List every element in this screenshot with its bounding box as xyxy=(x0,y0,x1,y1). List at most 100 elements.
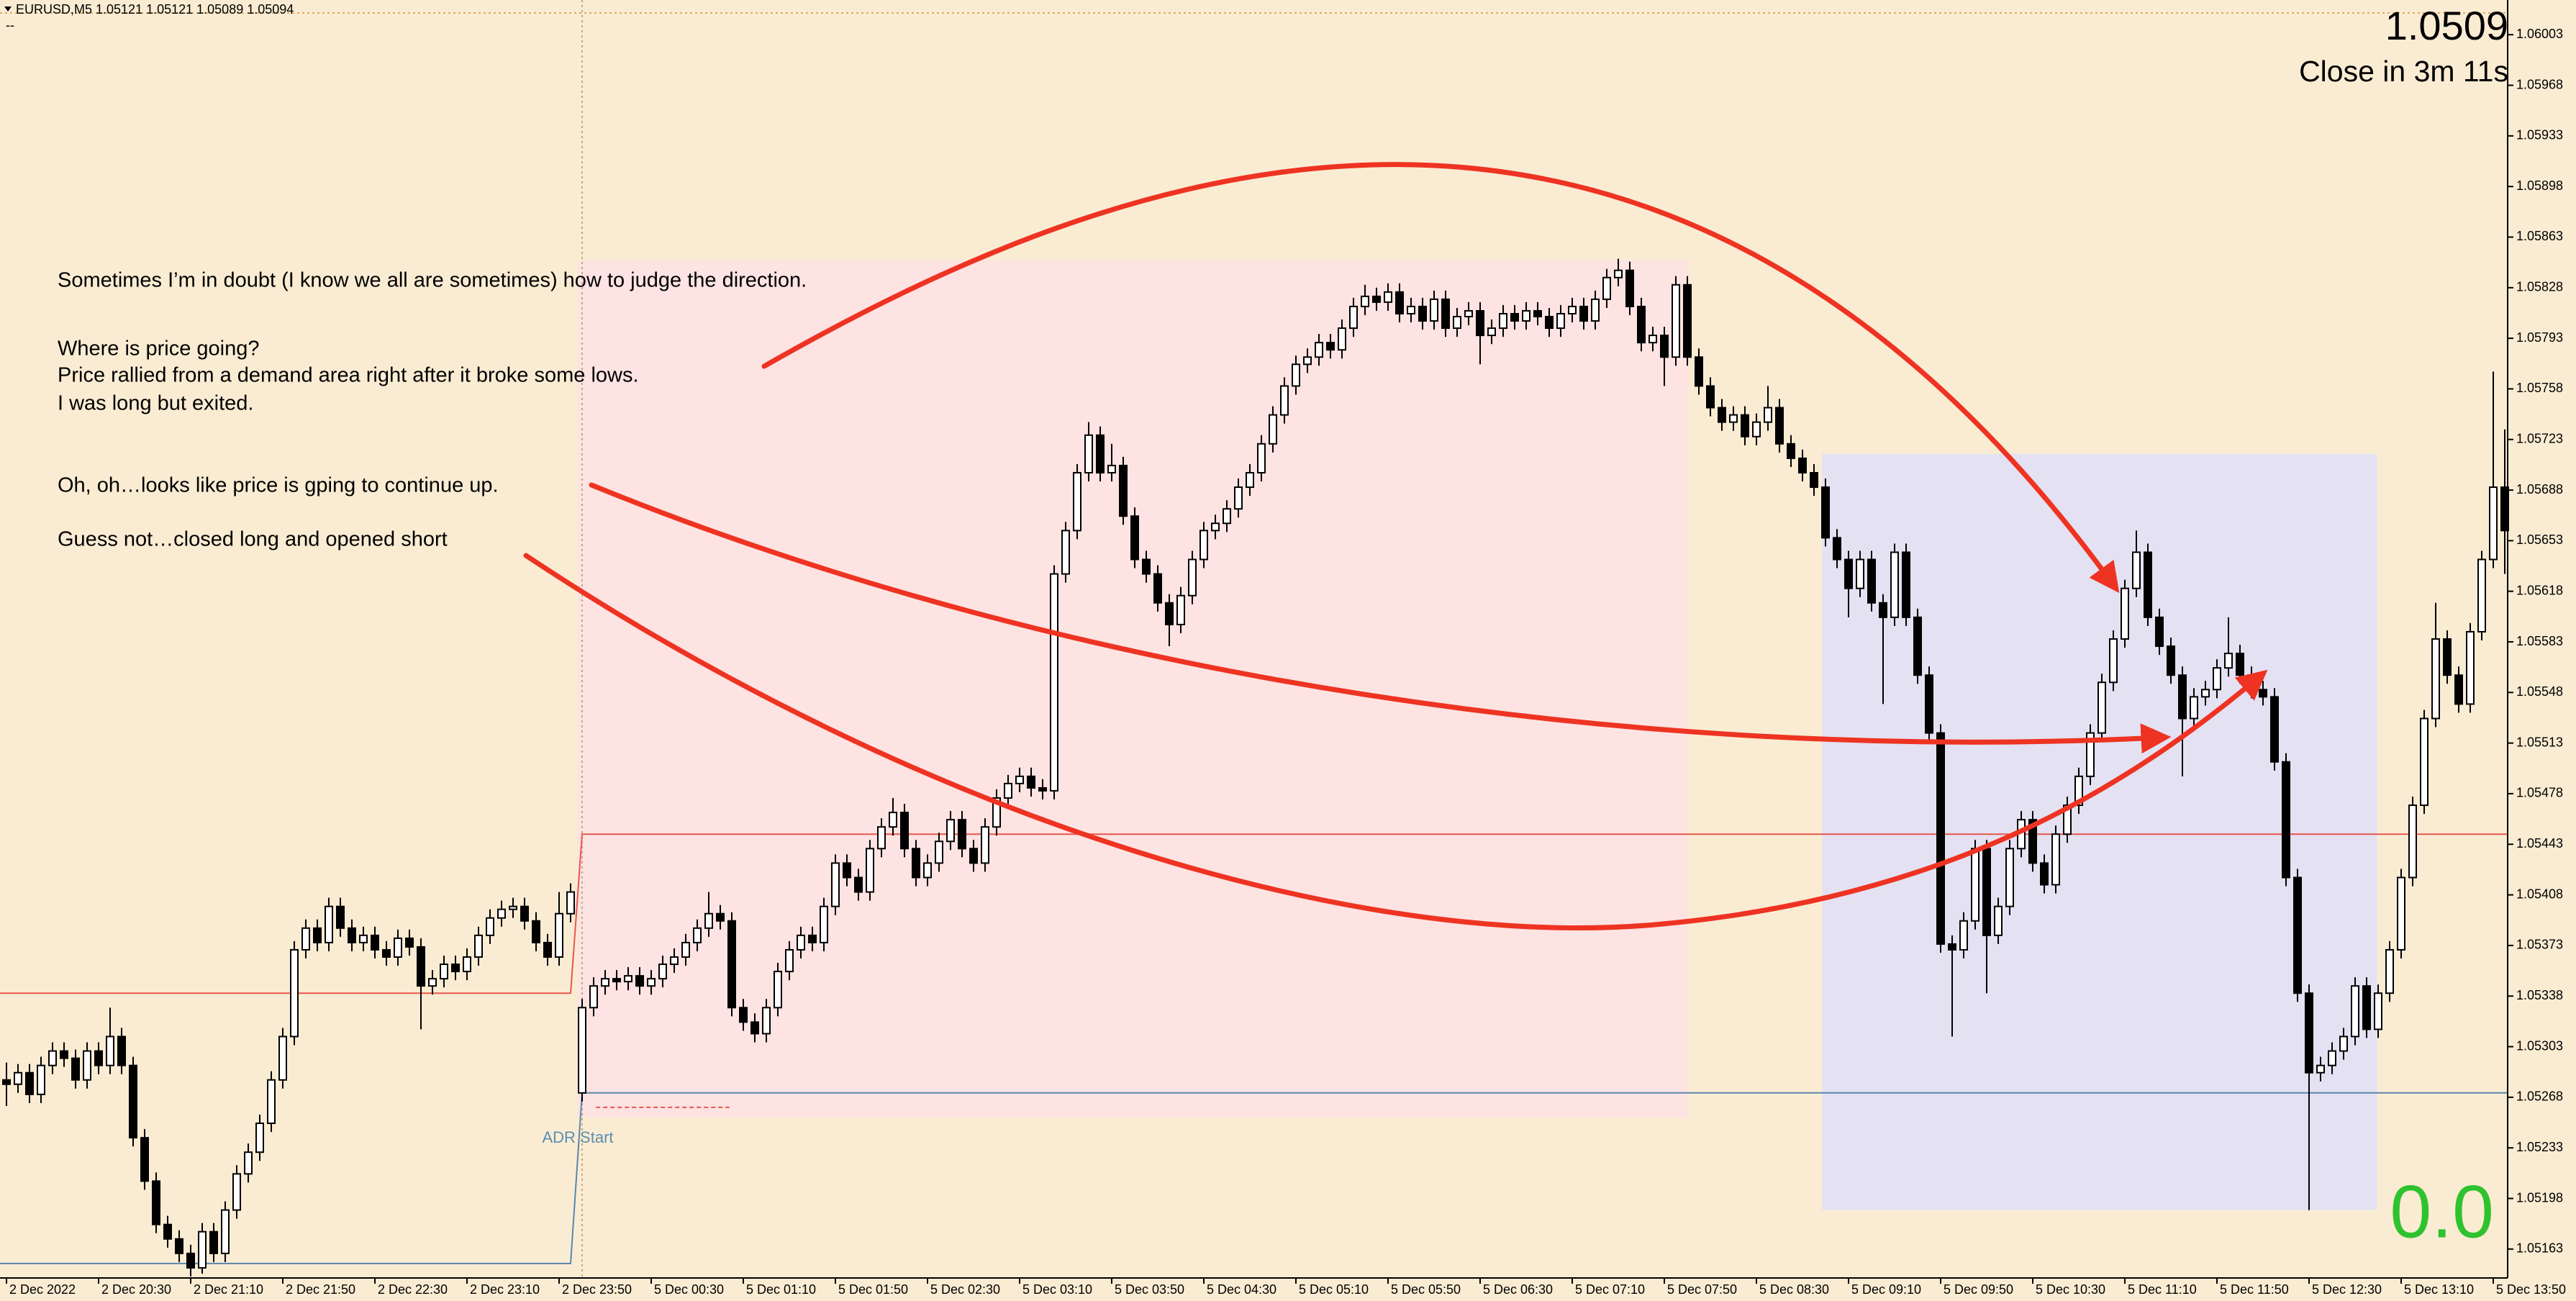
candle-body xyxy=(313,927,322,943)
candle-body xyxy=(1142,558,1151,575)
price-label: 1.0509 xyxy=(2385,3,2508,48)
candle-body xyxy=(2213,667,2221,691)
candle-body xyxy=(1407,305,1415,314)
candle-body xyxy=(1764,407,1772,423)
candle-body xyxy=(1936,732,1945,945)
candle-body xyxy=(762,1007,771,1035)
candle-body xyxy=(1867,558,1876,604)
candle-body xyxy=(1959,920,1968,951)
y-tick-label: 1.05548 xyxy=(2516,684,2563,699)
candle-body xyxy=(244,1151,253,1175)
candle-body xyxy=(739,1007,748,1023)
candle-body xyxy=(1453,315,1461,330)
candle-body xyxy=(601,978,609,987)
candle-body xyxy=(405,937,414,948)
candle-body xyxy=(486,917,494,936)
y-tick-label: 1.05688 xyxy=(2516,482,2563,497)
candle-body xyxy=(2316,1064,2325,1074)
x-tick-label: 5 Dec 11:10 xyxy=(2128,1282,2197,1297)
candle-body xyxy=(2477,558,2486,633)
candle-body xyxy=(566,891,575,915)
candle-body xyxy=(1948,943,1956,951)
x-tick-label: 5 Dec 10:30 xyxy=(2036,1282,2105,1297)
candle-body xyxy=(1430,298,1438,322)
candle-body xyxy=(589,985,598,1009)
y-tick-label: 1.05653 xyxy=(2516,532,2563,547)
candle-body xyxy=(624,975,632,983)
candle-body xyxy=(1556,312,1565,330)
x-tick-label: 2 Dec 21:10 xyxy=(194,1282,263,1297)
candle-body xyxy=(877,826,886,850)
candle-body xyxy=(348,927,356,943)
x-tick-label: 5 Dec 01:10 xyxy=(746,1282,816,1297)
y-tick-label: 1.05758 xyxy=(2516,381,2563,395)
candle-body xyxy=(1246,471,1254,489)
candle-body xyxy=(140,1137,149,1182)
x-tick-label: 5 Dec 00:30 xyxy=(654,1282,724,1297)
candle-body xyxy=(1395,291,1404,314)
y-tick-label: 1.05898 xyxy=(2516,178,2563,193)
candle-body xyxy=(1775,407,1784,445)
candle-body xyxy=(175,1238,183,1254)
candle-body xyxy=(1752,421,1761,438)
candle-body xyxy=(2454,674,2463,705)
candle-body xyxy=(1902,551,1910,618)
candle-body xyxy=(1614,269,1623,278)
x-tick-label: 2 Dec 21:50 xyxy=(286,1282,355,1297)
candle-body xyxy=(1821,486,1830,539)
candle-body xyxy=(670,956,679,966)
y-tick-label: 1.05338 xyxy=(2516,988,2563,1002)
candle-body xyxy=(1096,434,1105,473)
candle-body xyxy=(394,937,402,958)
candle-body xyxy=(1833,537,1841,561)
candle-body xyxy=(440,964,448,980)
candle-body xyxy=(1280,385,1289,416)
candle-body xyxy=(382,948,391,958)
candle-body xyxy=(1787,443,1795,459)
candle-body xyxy=(2443,638,2452,676)
candle-body xyxy=(693,927,702,943)
arrow xyxy=(589,482,2172,754)
candle-body xyxy=(981,826,989,864)
candle-body xyxy=(2351,985,2359,1038)
candle-body xyxy=(1971,848,1979,922)
candle-body xyxy=(2063,804,2072,835)
candle-body xyxy=(2282,761,2290,879)
candle-body xyxy=(1913,616,1922,676)
annotation: Price rallied from a demand area right a… xyxy=(58,364,639,387)
arrows xyxy=(523,162,2268,930)
candle-body xyxy=(2270,696,2279,763)
candle-body xyxy=(1441,298,1450,330)
candle-body xyxy=(854,876,863,893)
candle-body xyxy=(1107,464,1116,473)
candle-body xyxy=(1729,414,1738,423)
candle-body xyxy=(1660,335,1669,358)
candle-body xyxy=(1499,312,1507,330)
candle-body xyxy=(1798,457,1807,473)
candle-body xyxy=(1982,848,1991,936)
candle-body xyxy=(255,1123,264,1153)
y-tick-label: 1.06003 xyxy=(2516,27,2563,41)
candle-body xyxy=(831,862,840,907)
arrow xyxy=(523,553,2268,930)
candle-body xyxy=(1464,309,1473,317)
candle-body xyxy=(163,1223,172,1240)
y-tick-label: 1.05198 xyxy=(2516,1190,2563,1205)
y-tick-label: 1.05723 xyxy=(2516,432,2563,446)
candle-body xyxy=(866,848,874,893)
candle-body xyxy=(1211,522,1220,532)
candle-body xyxy=(2051,833,2060,886)
candle-body xyxy=(1637,305,1646,344)
x-tick-label: 5 Dec 13:10 xyxy=(2404,1282,2474,1297)
candle-body xyxy=(232,1173,241,1211)
y-tick-label: 1.05163 xyxy=(2516,1241,2563,1256)
candle-body xyxy=(1199,530,1208,561)
candle-body xyxy=(290,948,299,1038)
candle-body xyxy=(198,1230,207,1269)
candle-body xyxy=(1522,309,1530,322)
x-tick-label: 5 Dec 04:30 xyxy=(1207,1282,1276,1297)
y-tick-label: 1.05513 xyxy=(2516,735,2563,749)
candle-body xyxy=(428,978,437,987)
candle-body xyxy=(25,1071,34,1095)
annotation: Guess not…closed long and opened short xyxy=(58,528,448,551)
